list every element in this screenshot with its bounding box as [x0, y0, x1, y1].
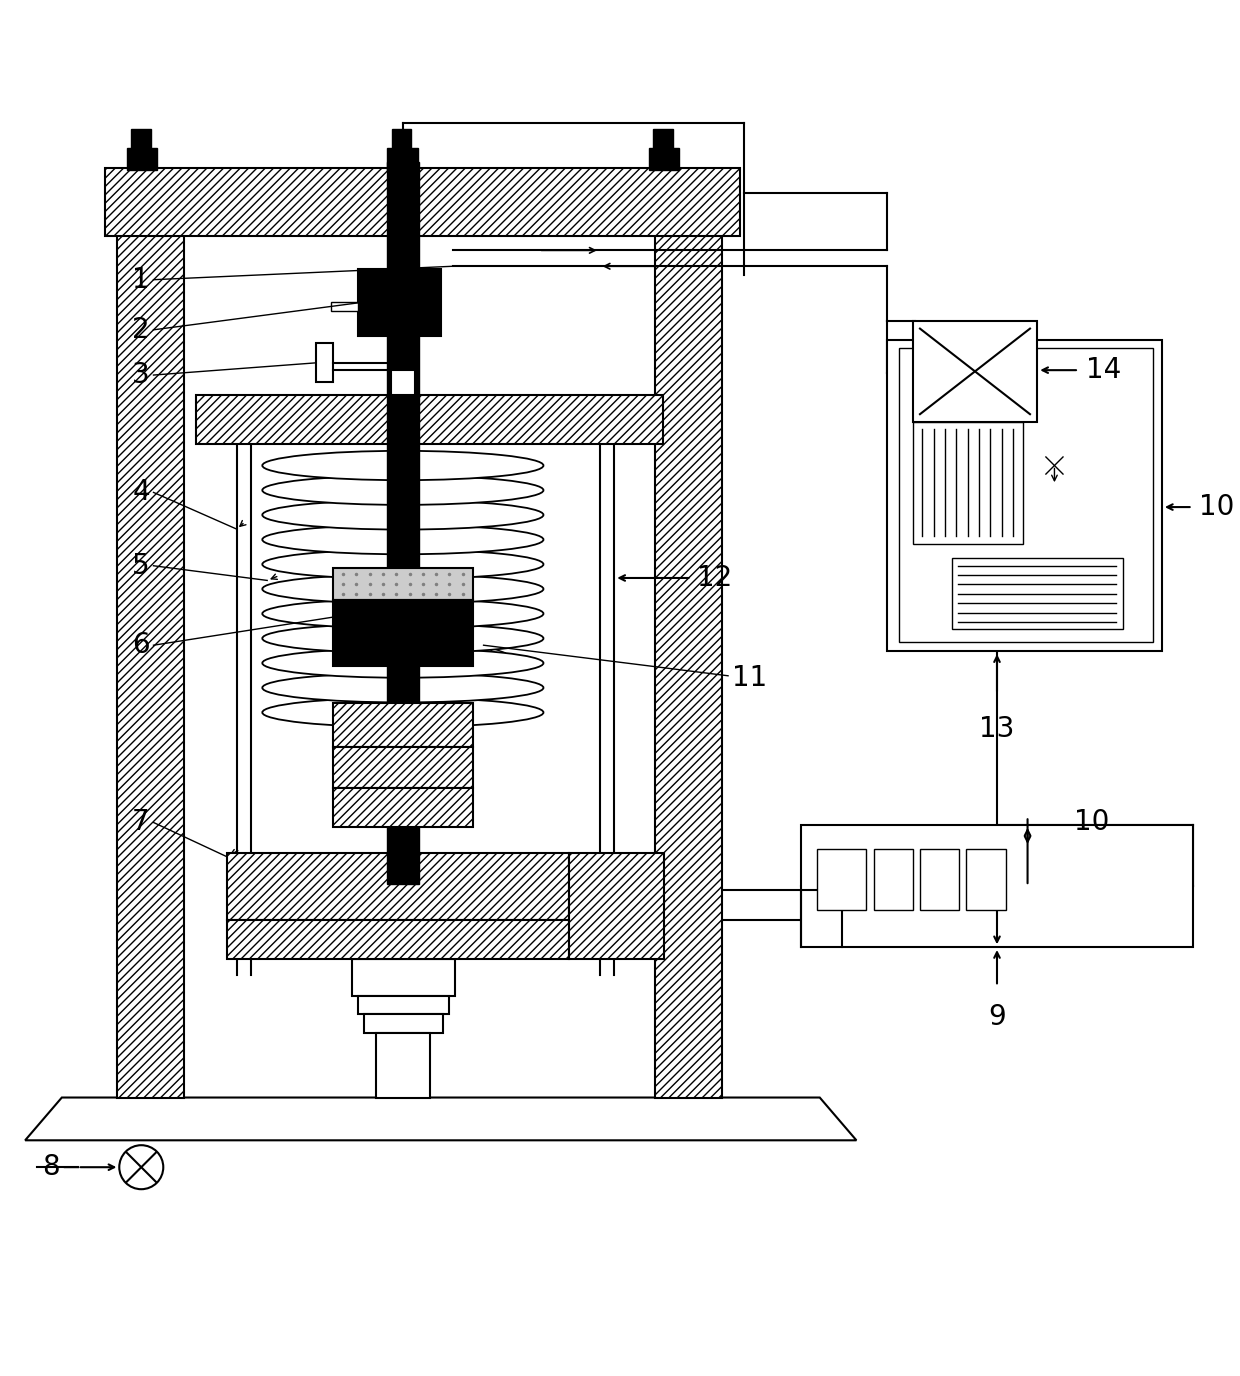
Ellipse shape: [263, 623, 543, 654]
Text: 1: 1: [133, 266, 150, 293]
Text: 7: 7: [133, 809, 150, 837]
Bar: [569, 853, 665, 959]
Ellipse shape: [263, 698, 543, 727]
Bar: [801, 826, 1193, 947]
Bar: [227, 853, 569, 921]
Ellipse shape: [263, 648, 543, 678]
Bar: [387, 162, 419, 883]
Bar: [952, 559, 1123, 629]
Text: 8: 8: [42, 1153, 60, 1181]
Ellipse shape: [263, 524, 543, 555]
Bar: [817, 849, 867, 911]
Bar: [126, 147, 157, 169]
Bar: [357, 996, 449, 1014]
Bar: [357, 268, 440, 336]
Bar: [331, 301, 357, 311]
Ellipse shape: [263, 451, 543, 480]
Bar: [363, 1014, 443, 1033]
Bar: [887, 340, 1162, 651]
Bar: [104, 168, 740, 235]
Text: 11: 11: [732, 665, 768, 692]
Bar: [966, 849, 1006, 911]
Bar: [387, 147, 418, 169]
Bar: [899, 348, 1153, 641]
Bar: [920, 849, 959, 911]
Text: 5: 5: [133, 552, 150, 579]
Bar: [316, 343, 334, 383]
Ellipse shape: [263, 599, 543, 629]
Bar: [649, 147, 680, 169]
Bar: [376, 1033, 430, 1098]
Bar: [334, 747, 472, 788]
Text: 2: 2: [133, 316, 150, 344]
Text: 9: 9: [988, 1003, 1006, 1032]
Text: 12: 12: [697, 564, 733, 592]
Bar: [392, 129, 412, 147]
Ellipse shape: [263, 476, 543, 505]
Ellipse shape: [263, 501, 543, 530]
Text: 10: 10: [1199, 493, 1234, 522]
Text: 13: 13: [980, 716, 1014, 743]
Bar: [117, 200, 184, 1098]
Bar: [334, 788, 472, 827]
Bar: [913, 421, 1023, 544]
Bar: [391, 370, 415, 395]
Bar: [334, 568, 472, 600]
Bar: [131, 129, 151, 147]
Bar: [351, 959, 455, 996]
Bar: [227, 921, 569, 959]
Bar: [196, 395, 663, 443]
Bar: [653, 129, 673, 147]
Bar: [873, 849, 913, 911]
Ellipse shape: [263, 549, 543, 579]
Ellipse shape: [263, 574, 543, 604]
Ellipse shape: [263, 673, 543, 702]
Text: 3: 3: [133, 361, 150, 389]
Text: 14: 14: [1086, 356, 1121, 384]
Bar: [655, 200, 722, 1098]
Bar: [334, 600, 472, 666]
Text: 6: 6: [133, 632, 150, 659]
Text: 10: 10: [1074, 809, 1110, 837]
Text: 4: 4: [133, 479, 150, 506]
Bar: [913, 321, 1038, 421]
Bar: [334, 703, 472, 747]
Polygon shape: [25, 1098, 857, 1141]
